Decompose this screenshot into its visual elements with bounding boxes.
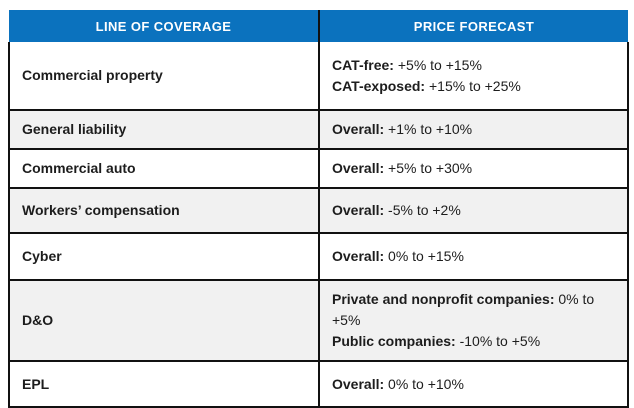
forecast-line: Overall: -5% to +2% (332, 200, 615, 221)
forecast-line: Overall: 0% to +15% (332, 246, 615, 267)
forecast-label: Overall: (332, 160, 389, 176)
coverage-cell: D&O (8, 279, 320, 362)
forecast-cell: Overall: +5% to +30% (318, 148, 629, 189)
coverage-cell: Commercial property (8, 42, 320, 111)
forecast-line: Overall: 0% to +10% (332, 374, 615, 395)
forecast-value: 0% to +10% (388, 375, 464, 392)
forecast-label: Overall: (332, 202, 389, 218)
table-row: D&O Private and nonprofit companies: 0% t… (8, 279, 629, 362)
forecast-line: Overall: +5% to +30% (332, 158, 615, 179)
forecast-cell: CAT-free: +5% to +15% CAT-exposed: +15% t… (318, 42, 629, 111)
coverage-cell: General liability (8, 109, 320, 150)
header-row: LINE OF COVERAGE PRICE FORECAST (9, 10, 628, 42)
forecast-label: CAT-free: (332, 56, 398, 73)
forecast-cell: Overall: 0% to +10% (318, 360, 629, 408)
header-line-of-coverage: LINE OF COVERAGE (9, 10, 320, 42)
forecast-label: Private and nonprofit companies: (332, 291, 559, 307)
forecast-value: +1% to +10% (388, 121, 473, 137)
table-row: Workers’ compensation Overall: -5% to +2% (8, 187, 629, 234)
table-row: EPL Overall: 0% to +10% (8, 360, 629, 408)
table-row: Commercial property CAT-free: +5% to +15%… (8, 42, 629, 111)
forecast-value: -5% to +2% (388, 202, 461, 218)
forecast-cell: Private and nonprofit companies: 0% to +… (318, 279, 629, 362)
coverage-cell: EPL (8, 360, 320, 408)
forecast-value: +5% to +15% (397, 56, 482, 73)
forecast-value: +5% to +30% (388, 160, 473, 176)
forecast-cell: Overall: -5% to +2% (318, 187, 629, 234)
forecast-value: -10% to +5% (459, 333, 541, 349)
forecast-line: Private and nonprofit companies: 0% to +… (332, 289, 615, 331)
table-body: Commercial property CAT-free: +5% to +15%… (8, 42, 629, 408)
forecast-cell: Overall: 0% to +15% (318, 232, 629, 281)
forecast-label: CAT-exposed: (332, 77, 429, 94)
price-forecast-table-container: LINE OF COVERAGE PRICE FORECAST Commerci… (8, 10, 629, 408)
header-price-forecast: PRICE FORECAST (319, 10, 628, 42)
coverage-cell: Commercial auto (8, 148, 320, 189)
table-row: Commercial auto Overall: +5% to +30% (8, 148, 629, 189)
forecast-value: 0% to +15% (388, 248, 464, 264)
coverage-cell: Cyber (8, 232, 320, 281)
forecast-line: Overall: +1% to +10% (332, 119, 615, 140)
forecast-label: Overall: (332, 248, 389, 264)
forecast-label: Overall: (332, 375, 389, 392)
forecast-cell: Overall: +1% to +10% (318, 109, 629, 150)
forecast-line: Public companies: -10% to +5% (332, 331, 615, 352)
forecast-label: Public companies: (332, 333, 460, 349)
forecast-value: 0% to +5% (332, 291, 595, 328)
coverage-cell: Workers’ compensation (8, 187, 320, 234)
forecast-line: CAT-exposed: +15% to +25% (332, 76, 615, 97)
table-row: Cyber Overall: 0% to +15% (8, 232, 629, 281)
forecast-line: CAT-free: +5% to +15% (332, 55, 615, 76)
table-row: General liability Overall: +1% to +10% (8, 109, 629, 150)
price-forecast-table: LINE OF COVERAGE PRICE FORECAST Commerci… (8, 10, 629, 408)
forecast-value: +15% to +25% (428, 77, 521, 94)
forecast-label: Overall: (332, 121, 389, 137)
